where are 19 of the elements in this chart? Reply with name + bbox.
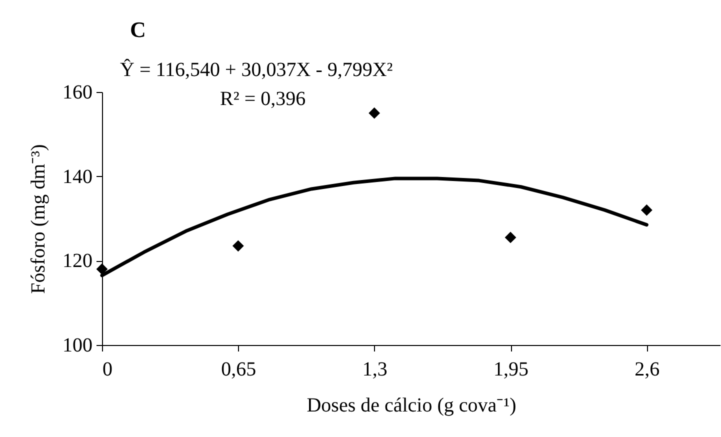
- point: [368, 107, 380, 119]
- x-axis-title: Doses de cálcio (g cova⁻¹): [306, 394, 516, 416]
- x-tick-label: 0: [102, 358, 112, 380]
- y-tick-label: 140: [62, 166, 92, 188]
- point: [232, 240, 244, 252]
- point: [640, 204, 652, 216]
- x-tick-label: 1,3: [362, 358, 388, 380]
- x-tick-label: 1,95: [494, 358, 529, 380]
- y-tick-label: 100: [62, 334, 92, 356]
- chart-title: C: [130, 17, 146, 42]
- x-tick-label: 0,65: [221, 358, 256, 380]
- point: [96, 263, 108, 275]
- y-tick-label: 160: [62, 82, 92, 104]
- text: Ŷ = 116,540 + 30,037X - 9,799X²: [120, 58, 393, 81]
- point: [504, 232, 516, 244]
- y-tick-label: 120: [62, 250, 92, 272]
- annotation: R² = 0,396: [220, 88, 306, 110]
- x-tick-label: 2,6: [634, 358, 660, 380]
- y-axis-title: Fósforo (mg dm⁻³): [28, 144, 50, 294]
